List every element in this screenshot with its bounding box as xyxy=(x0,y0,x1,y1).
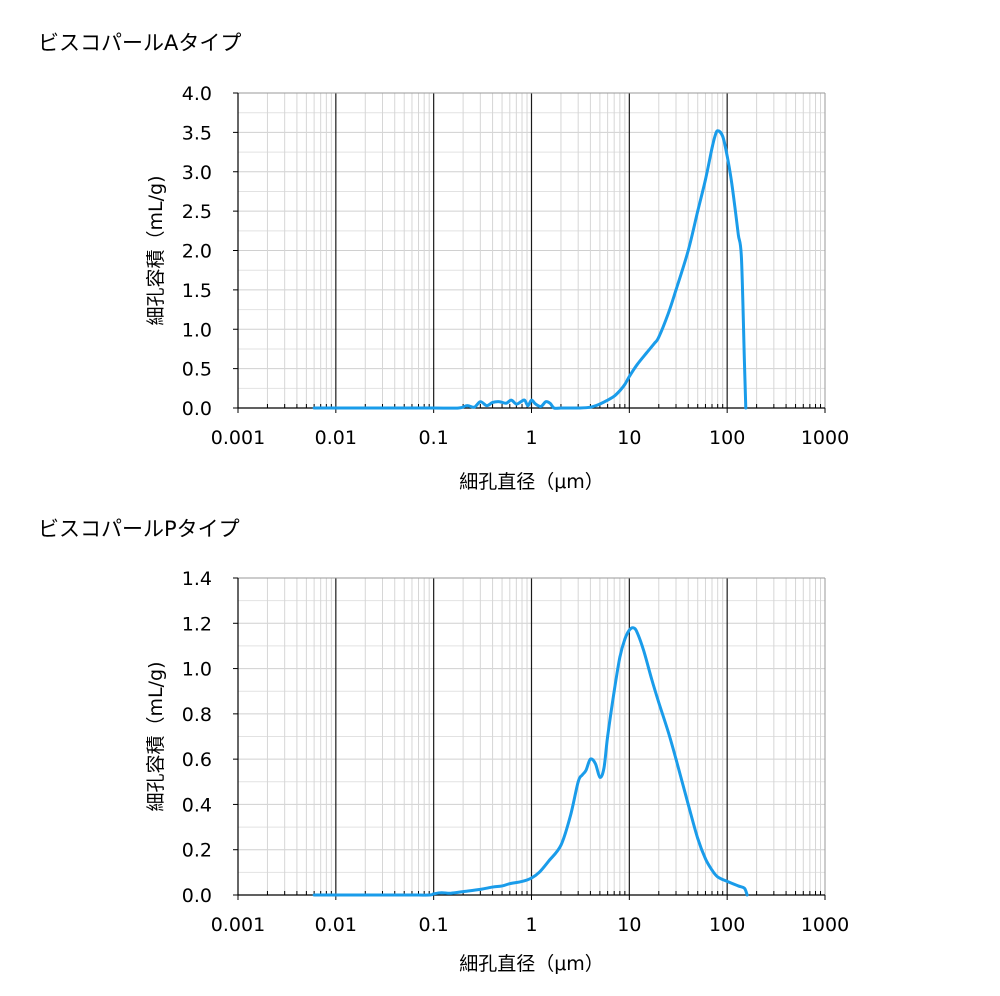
y-axis-title: 細孔容積（mL/g) xyxy=(145,662,167,812)
x-tick-label: 0.01 xyxy=(315,427,357,449)
y-tick-label: 3.0 xyxy=(182,162,212,184)
y-axis-title: 細孔容積（mL/g) xyxy=(145,176,167,326)
x-tick-label: 1000 xyxy=(801,427,849,449)
x-tick-label: 0.01 xyxy=(315,914,357,936)
x-tick-label: 0.1 xyxy=(419,427,449,449)
y-tick-label: 1.2 xyxy=(182,613,212,635)
chart-1: ビスコパールAタイプ 0.0 0.5 1.0 1.5 2.0 2.5 3.0 3.5 4.0 0.0… xyxy=(38,31,849,493)
x-tick-label: 100 xyxy=(709,427,745,449)
x-tick-label: 1 xyxy=(525,427,537,449)
y-tick-label: 4.0 xyxy=(182,83,212,105)
x-tick-label: 0.001 xyxy=(211,914,265,936)
y-tick-label: 0.0 xyxy=(182,885,212,907)
x-tick-label: 0.001 xyxy=(211,427,265,449)
x-axis-title: 細孔直径（μm） xyxy=(459,953,604,975)
y-tick-label: 1.0 xyxy=(182,659,212,681)
y-tick-label: 0.2 xyxy=(182,840,212,862)
y-tick-label: 0.0 xyxy=(182,398,212,420)
series-line-1 xyxy=(312,129,748,410)
x-axis-title: 細孔直径（μm） xyxy=(459,471,604,493)
y-tick-label: 1.0 xyxy=(182,319,212,341)
y-tick-label: 0.5 xyxy=(182,359,212,381)
chart-title: ビスコパールPタイプ xyxy=(38,517,240,541)
y-tick-label: 0.4 xyxy=(182,794,212,816)
x-tick-label: 1000 xyxy=(801,914,849,936)
x-tick-label: 10 xyxy=(617,427,641,449)
y-tick-label: 1.5 xyxy=(182,280,212,302)
y-tick-label: 2.5 xyxy=(182,201,212,223)
y-tick-label: 0.6 xyxy=(182,749,212,771)
y-tick-label: 1.4 xyxy=(182,568,212,590)
chart-title: ビスコパールAタイプ xyxy=(38,31,241,55)
x-tick-label: 10 xyxy=(617,914,641,936)
series-line-1 xyxy=(312,626,749,897)
x-tick-label: 1 xyxy=(525,914,537,936)
x-tick-label: 100 xyxy=(709,914,745,936)
x-tick-label: 0.1 xyxy=(419,914,449,936)
y-tick-label: 3.5 xyxy=(182,122,212,144)
y-tick-label: 0.8 xyxy=(182,704,212,726)
y-tick-label: 2.0 xyxy=(182,241,212,263)
chart-2: ビスコパールPタイプ 0.0 0.2 0.4 0.6 0.8 1.0 1.2 1.4 0.001 0… xyxy=(38,517,849,975)
